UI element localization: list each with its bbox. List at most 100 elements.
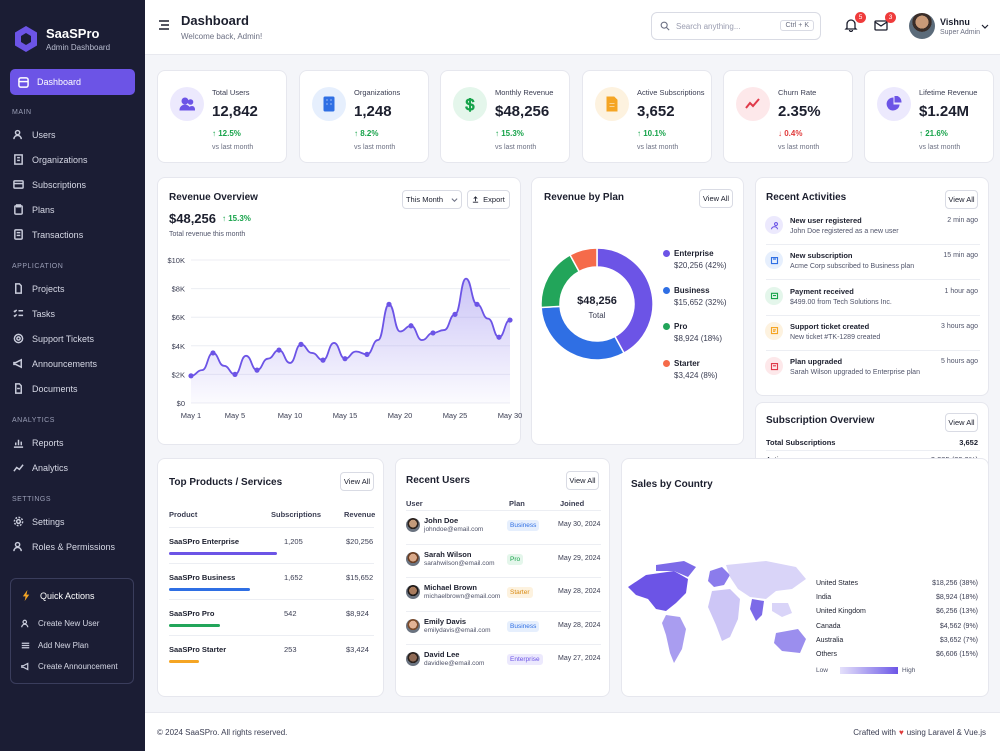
divider bbox=[169, 563, 374, 564]
sidebar-item-transactions[interactable]: Transactions bbox=[0, 222, 145, 247]
activity-time: 1 hour ago bbox=[944, 287, 978, 295]
avatar[interactable] bbox=[909, 13, 935, 39]
sidebar-item-roles[interactable]: Roles & Permissions bbox=[0, 534, 145, 559]
bolt-icon bbox=[22, 590, 30, 601]
notifications-button[interactable]: 5 bbox=[844, 12, 866, 33]
sidebar-item-documents[interactable]: Documents bbox=[0, 376, 145, 401]
sidebar-item-reports[interactable]: Reports bbox=[0, 430, 145, 455]
sidebar-item-projects[interactable]: Projects bbox=[0, 276, 145, 301]
user-name[interactable]: John Doe bbox=[424, 516, 459, 525]
country-value: $18,256 (38%) bbox=[932, 580, 978, 587]
divider bbox=[406, 543, 601, 545]
revenue-point[interactable] bbox=[496, 334, 502, 340]
activity-icon bbox=[765, 216, 783, 234]
stat-card[interactable]: Organizations 1,248 ↑ 8.2% vs last month bbox=[299, 70, 429, 163]
user-name[interactable]: Michael Brown bbox=[424, 583, 477, 592]
sidebar-item-settings[interactable]: Settings bbox=[0, 509, 145, 534]
sidebar-item-label: Projects bbox=[32, 283, 65, 294]
sidebar-item-organizations[interactable]: Organizations bbox=[0, 147, 145, 172]
search-input[interactable]: Search anything... Ctrl + K bbox=[651, 12, 821, 40]
divider bbox=[169, 635, 374, 636]
messages-button[interactable]: 3 bbox=[874, 12, 896, 32]
user-name[interactable]: David Lee bbox=[424, 650, 460, 659]
sidebar-item-users[interactable]: Users bbox=[0, 122, 145, 147]
menu-toggle-icon[interactable] bbox=[158, 19, 170, 31]
user-name[interactable]: Sarah Wilson bbox=[424, 549, 472, 559]
donut-slice[interactable] bbox=[540, 305, 625, 361]
divider bbox=[766, 314, 980, 316]
country-value: $6,256 (13%) bbox=[935, 608, 978, 616]
sidebar-item-subscriptions[interactable]: Subscriptions bbox=[0, 172, 145, 197]
revenue-point[interactable] bbox=[298, 341, 304, 347]
stat-card[interactable]: Total Users 12,842 ↑ 12.5% vs last month bbox=[157, 70, 287, 163]
plan-badge: Pro bbox=[507, 553, 524, 565]
user-email: sarahwilson@email.com bbox=[424, 559, 495, 567]
country-name: United States bbox=[816, 580, 859, 587]
revenue-point[interactable] bbox=[320, 357, 326, 363]
stat-change: ↑ 12.5% bbox=[212, 129, 241, 138]
products-view-all-button[interactable]: View All bbox=[340, 472, 374, 491]
stat-change: ↑ 8.2% bbox=[354, 129, 379, 138]
revenue-point[interactable] bbox=[507, 317, 513, 323]
bell-icon bbox=[844, 19, 858, 33]
add-plan-action[interactable]: Add New Plan bbox=[21, 635, 123, 657]
sidebar-item-support[interactable]: Support Tickets bbox=[0, 326, 145, 351]
revenue-point[interactable] bbox=[452, 311, 458, 317]
revenue-point[interactable] bbox=[430, 330, 436, 336]
create-user-action[interactable]: Create New User bbox=[21, 613, 123, 635]
revenue-point[interactable] bbox=[386, 301, 392, 307]
activities-view-all-button[interactable]: View All bbox=[945, 190, 978, 209]
line-chart-icon bbox=[13, 464, 24, 472]
user-name[interactable]: Emily Davis bbox=[424, 616, 467, 626]
revenue-point[interactable] bbox=[474, 301, 480, 307]
users-view-all-button[interactable]: View All bbox=[566, 471, 599, 490]
sidebar-item-dashboard[interactable]: Dashboard bbox=[10, 69, 135, 95]
stat-card[interactable]: Lifetime Revenue $1.24M ↑ 21.6% vs last mon… bbox=[864, 70, 994, 163]
divider bbox=[406, 510, 601, 511]
export-button[interactable]: Export bbox=[467, 190, 510, 209]
period-select[interactable]: This Month bbox=[402, 190, 462, 209]
stat-card[interactable]: $ Monthly Revenue $48,256 ↑ 15.3% vs last mo… bbox=[440, 70, 570, 163]
sidebar-item-label: Analytics bbox=[32, 462, 69, 473]
y-tick-label: $0 bbox=[177, 399, 185, 408]
country-name: Australia bbox=[816, 636, 844, 644]
stat-change: ↓ 0.4% bbox=[778, 129, 803, 138]
legend-low: Low bbox=[816, 667, 828, 674]
plan-view-all-button[interactable]: View All bbox=[699, 189, 733, 208]
stat-value: 3,652 bbox=[637, 103, 675, 120]
stat-card[interactable]: Churn Rate 2.35% ↓ 0.4% vs last month bbox=[723, 70, 853, 163]
chevron-down-icon[interactable] bbox=[981, 22, 989, 30]
legend-name: Pro bbox=[674, 322, 688, 331]
sidebar-item-announcements[interactable]: Announcements bbox=[0, 351, 145, 376]
stat-card[interactable]: Active Subscriptions 3,652 ↑ 10.1% vs last … bbox=[582, 70, 712, 163]
revenue-point[interactable] bbox=[188, 373, 194, 379]
sidebar-item-analytics[interactable]: Analytics bbox=[0, 455, 145, 480]
revenue-point[interactable] bbox=[408, 323, 414, 329]
activity-desc: Sarah Wilson upgraded to Enterprise plan bbox=[790, 369, 920, 377]
product-subscriptions: 542 bbox=[284, 609, 297, 618]
revenue-point[interactable] bbox=[254, 367, 260, 373]
revenue-point[interactable] bbox=[210, 350, 216, 356]
revenue-point[interactable] bbox=[342, 356, 348, 362]
legend-name: Starter bbox=[674, 358, 700, 368]
stat-comparison: vs last month bbox=[778, 144, 820, 151]
svg-text:$: $ bbox=[466, 97, 475, 112]
country-name: Others bbox=[816, 651, 838, 658]
stat-change: ↑ 15.3% bbox=[495, 129, 524, 138]
revenue-point[interactable] bbox=[276, 347, 282, 353]
revenue-point[interactable] bbox=[232, 371, 238, 377]
plan-badge: Business bbox=[507, 520, 540, 531]
subscription-view-all-button[interactable]: View All bbox=[945, 413, 978, 432]
activity-time: 3 hours ago bbox=[941, 322, 978, 330]
revenue-point[interactable] bbox=[364, 351, 370, 357]
search-icon bbox=[660, 21, 670, 31]
donut-slice[interactable] bbox=[569, 247, 598, 273]
topbar: Dashboard Welcome back, Admin! Search an… bbox=[145, 0, 1000, 55]
user-name[interactable]: Vishnu bbox=[940, 17, 970, 27]
donut-slice[interactable] bbox=[540, 253, 581, 309]
sidebar-item-tasks[interactable]: Tasks bbox=[0, 301, 145, 326]
y-tick-label: $2K bbox=[172, 370, 185, 379]
create-announcement-action[interactable]: Create Announcement bbox=[21, 656, 123, 678]
sidebar-item-plans[interactable]: Plans bbox=[0, 197, 145, 222]
brand[interactable]: SaaSPro Admin Dashboard bbox=[0, 0, 145, 62]
